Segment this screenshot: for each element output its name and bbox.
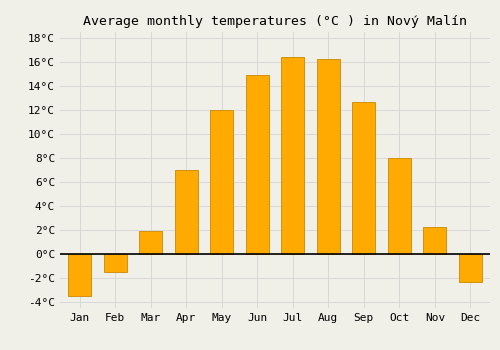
- Bar: [352, 103, 376, 254]
- Bar: [246, 75, 269, 254]
- Bar: [104, 254, 126, 272]
- Bar: [68, 254, 91, 296]
- Bar: [210, 110, 233, 254]
- Bar: [424, 228, 446, 254]
- Bar: [139, 231, 162, 254]
- Bar: [281, 57, 304, 254]
- Bar: [174, 170, 198, 254]
- Bar: [317, 59, 340, 254]
- Bar: [388, 158, 411, 254]
- Bar: [459, 254, 482, 281]
- Title: Average monthly temperatures (°C ) in Nový Malín: Average monthly temperatures (°C ) in No…: [83, 15, 467, 28]
